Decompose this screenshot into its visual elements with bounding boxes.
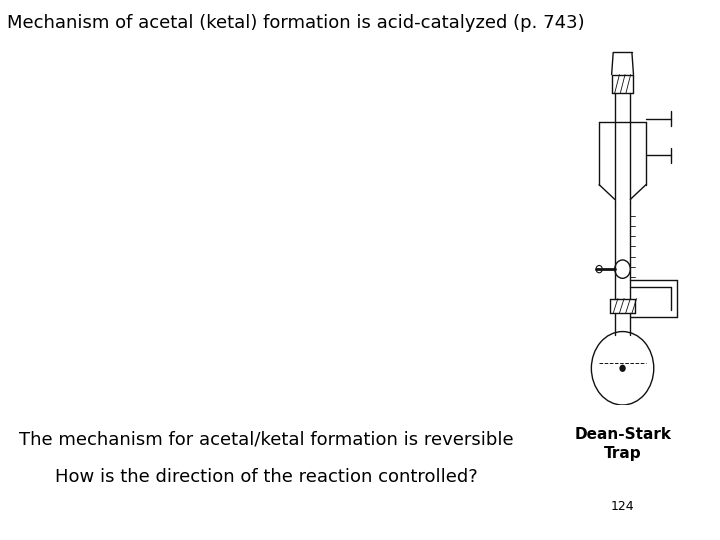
Text: Dean-Stark
Trap: Dean-Stark Trap bbox=[575, 427, 671, 461]
Text: The mechanism for acetal/ketal formation is reversible: The mechanism for acetal/ketal formation… bbox=[19, 430, 513, 448]
Text: Mechanism of acetal (ketal) formation is acid-catalyzed (p. 743): Mechanism of acetal (ketal) formation is… bbox=[7, 14, 585, 31]
Circle shape bbox=[620, 366, 625, 371]
Text: 124: 124 bbox=[611, 500, 634, 513]
Text: How is the direction of the reaction controlled?: How is the direction of the reaction con… bbox=[55, 468, 478, 486]
